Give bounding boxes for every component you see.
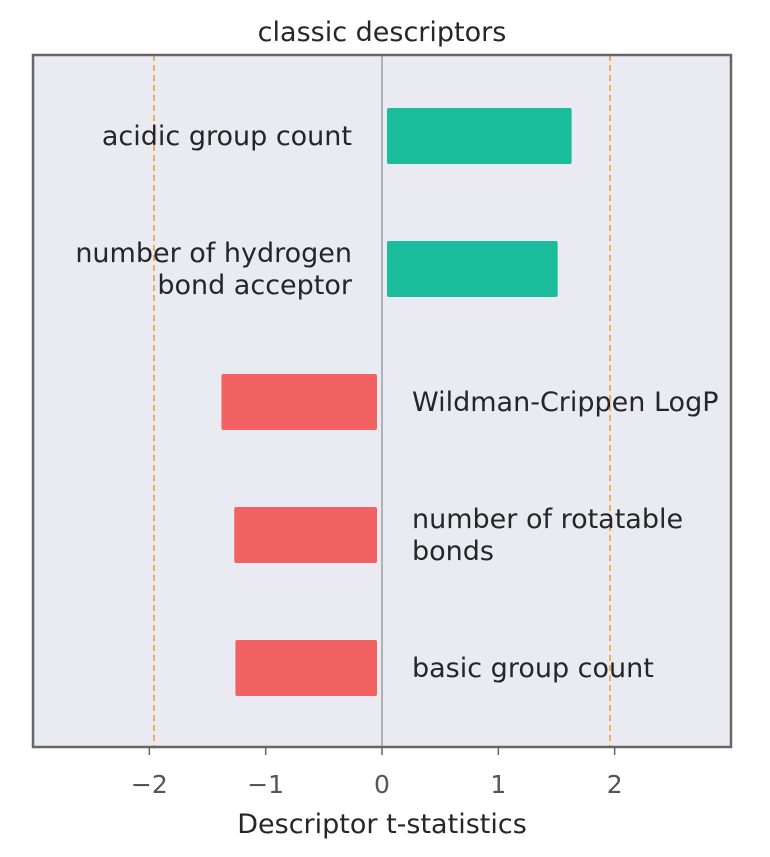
bar-3 (234, 507, 377, 563)
x-tick-label-1: −1 (247, 770, 284, 799)
category-label-4: basic group count (412, 653, 654, 684)
x-tick-label-3: 1 (490, 770, 506, 799)
category-label-2: Wildman-Crippen LogP (412, 387, 719, 418)
category-label-0: acidic group count (102, 121, 352, 152)
reference-lines (153, 55, 611, 747)
x-tick-label-2: 0 (374, 770, 390, 799)
x-tick-label-0: −2 (131, 770, 168, 799)
bars (221, 108, 572, 696)
bar-2 (221, 374, 377, 430)
bar-0 (387, 108, 572, 164)
bar-4 (235, 640, 377, 696)
x-tick-label-4: 2 (607, 770, 623, 799)
category-label-1: number of hydrogen bond acceptor (75, 238, 353, 301)
x-axis-label: Descriptor t-statistics (237, 809, 527, 840)
chart-title: classic descriptors (258, 17, 507, 48)
bar-1 (387, 241, 558, 297)
category-labels: acidic group count number of hydrogen bond… (75, 121, 718, 684)
category-label-3: number of rotatable bonds (412, 504, 683, 567)
x-axis-ticks: −2 −1 0 1 2 (131, 747, 623, 799)
